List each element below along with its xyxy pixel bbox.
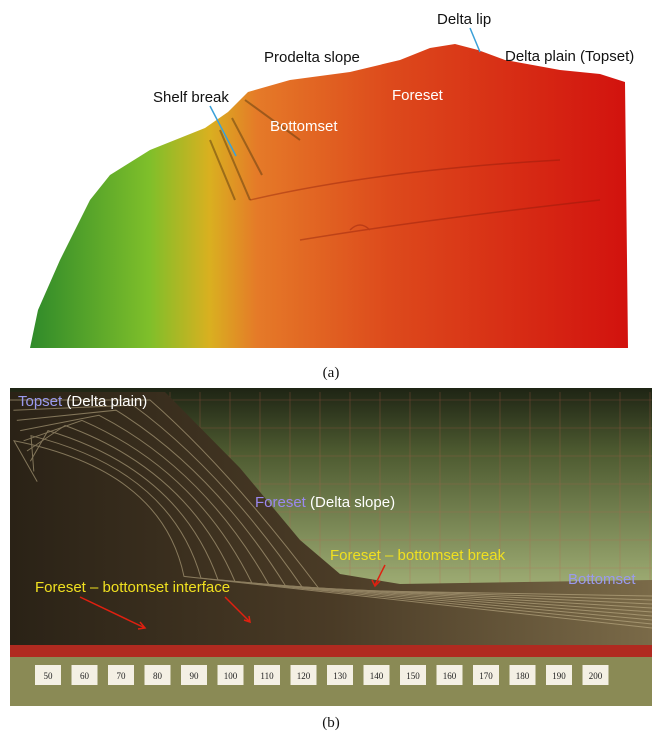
label: Foreset [392,87,444,104]
arrow-head [137,621,147,630]
stratum [23,419,653,613]
ruler-box [254,665,280,685]
leader-line [469,27,481,53]
ruler-box [144,665,171,685]
sediment [10,392,652,645]
ruler-label: 150 [406,671,420,681]
label-note: (Delta plain) [66,393,147,410]
ruler-label: 110 [260,671,274,681]
ruler-box [400,665,426,685]
label: Foreset (Delta slope) [255,494,395,511]
ruler-label: 170 [479,671,493,681]
arrow [374,564,386,586]
ruler: 50 60 70 80 90 100 110 120 130 140 150 160 170 180 190… [35,665,609,685]
stratum [13,404,653,601]
caption: (b) [322,715,340,731]
stratum [13,440,653,629]
ruler-label: 60 [80,671,90,681]
arrows [79,564,386,630]
ruler-label: 140 [370,671,384,681]
label: Prodelta slope [264,49,360,66]
label: Foreset – bottomset interface [35,579,230,596]
label: Bottomset [568,571,636,588]
ruler-box [71,665,98,685]
ruler-label: 190 [552,671,566,681]
label: Delta lip [437,11,491,28]
label: Topset (Delta plain) [18,393,147,410]
ruler-label: 120 [297,671,311,681]
stratum [29,430,653,621]
ruler-band [10,645,652,657]
stratum [10,399,653,597]
terrain-shading [249,159,601,241]
ruler-label: 90 [190,671,200,681]
ruler-label: 160 [443,671,457,681]
shelf-ridges [209,99,301,201]
ruler-label: 100 [224,671,238,681]
ruler-box [181,665,207,685]
ruler-label: 70 [117,671,127,681]
panel-b: 50 60 70 80 90 100 110 120 130 140 150 160 170 180 190… [10,388,653,731]
label: Delta plain (Topset) [505,48,634,65]
ruler-label: 200 [589,671,603,681]
strata [10,399,653,629]
ruler-box [509,665,536,685]
stratum [20,414,653,609]
ruler-box [108,665,134,685]
label-term: Foreset [255,494,307,511]
ruler-box [327,665,353,685]
leader-line [209,105,237,157]
stratum [16,409,653,605]
terrain [30,44,628,348]
arrow-head [371,579,381,588]
label: Foreset – bottomset break [330,547,506,564]
ruler-label: 80 [153,671,163,681]
ruler-box [582,665,609,685]
label-term: Topset [18,393,63,410]
stratum [26,424,653,617]
arrow-head [243,615,251,624]
ruler-label: 130 [333,671,347,681]
label: Bottomset [270,118,338,135]
ruler-box [217,665,244,685]
ruler-box [546,665,572,685]
label: Shelf break [153,89,229,106]
arrow [224,596,251,623]
panel-a: Delta lip Delta plain (Topset) Prodelta … [30,11,634,381]
ruler-box [436,665,463,685]
ruler-label: 50 [44,671,54,681]
ruler-box [473,665,499,685]
ruler-box [290,665,317,685]
ruler-box [363,665,390,685]
stratum [30,435,653,625]
ruler-box [35,665,61,685]
label-note: (Delta slope) [310,494,395,511]
caption: (a) [323,365,340,381]
ruler-label: 180 [516,671,530,681]
arrow [79,596,146,629]
